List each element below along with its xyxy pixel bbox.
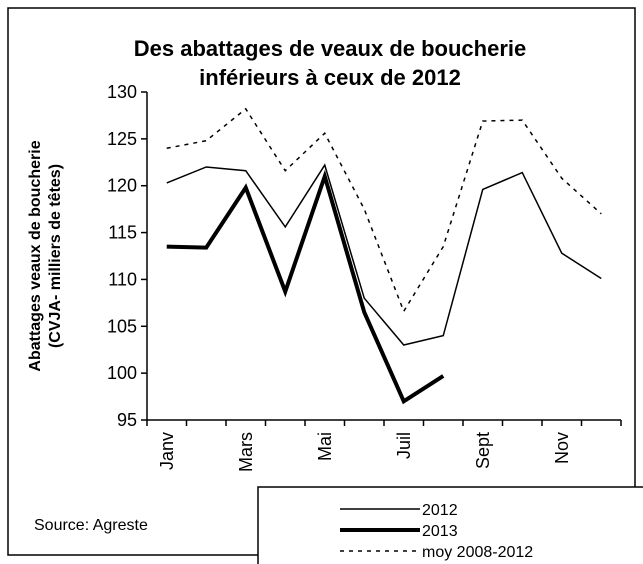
legend-box: [257, 486, 643, 564]
legend-label: moy 2008-2012: [422, 544, 533, 561]
y-tick-label: 105: [107, 316, 137, 336]
x-tick-label: Nov: [552, 432, 572, 464]
series-line: [166, 169, 445, 405]
y-tick-label: 110: [108, 269, 137, 289]
y-tick-label: 100: [107, 363, 137, 383]
y-axis-label: (CVJA- milliers de têtes): [47, 164, 64, 348]
y-axis-label: Abattages veaux de boucherie: [27, 140, 44, 371]
x-tick-label: Sept: [473, 432, 493, 469]
y-tick-label: 130: [107, 82, 137, 102]
legend-label: 2012: [422, 502, 458, 519]
y-tick-label: 120: [107, 176, 137, 196]
x-tick-label: Janv: [157, 432, 177, 470]
y-tick-label: 115: [108, 223, 137, 243]
y-tick-label: 125: [107, 129, 137, 149]
legend-label: 2013: [422, 523, 458, 540]
chart-title: Des abattages de veaux de boucherie infé…: [133, 36, 527, 90]
x-tick-label: Mai: [315, 432, 335, 461]
y-tick-label: 95: [117, 410, 137, 430]
series-line: [166, 163, 602, 346]
source-note: Source: Agreste: [34, 517, 148, 534]
x-tick-label: Mars: [236, 432, 256, 472]
series-line: [166, 107, 602, 313]
x-tick-label: Juil: [394, 432, 414, 459]
